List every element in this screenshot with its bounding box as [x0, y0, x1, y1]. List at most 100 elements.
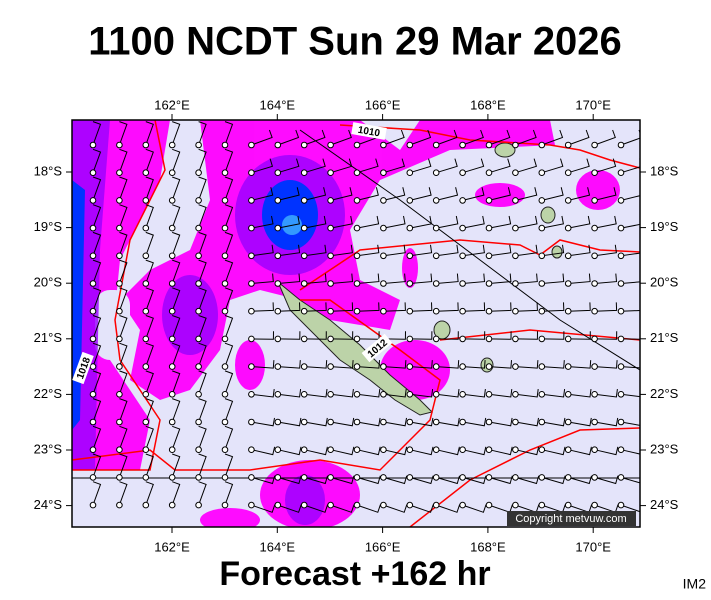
station [512, 252, 519, 260]
wind-barb [304, 475, 328, 485]
station [459, 474, 466, 481]
wind-barb [409, 446, 434, 456]
wind-barb [356, 417, 381, 427]
station [380, 280, 387, 287]
lat-label: 21°S [650, 330, 679, 345]
wind-barb [277, 302, 301, 312]
wind-barb [541, 273, 565, 284]
wind-barb [304, 417, 328, 427]
wind-barb [488, 446, 513, 456]
station [248, 474, 255, 481]
wind-barb [462, 244, 485, 257]
station [380, 307, 387, 315]
wind-barb [277, 417, 302, 427]
wind-barb [145, 287, 154, 312]
station [274, 335, 282, 343]
wind-barb [620, 158, 640, 174]
station [168, 252, 176, 260]
station [459, 446, 466, 454]
station [512, 446, 519, 454]
station [353, 335, 361, 343]
wind-barb [436, 187, 459, 201]
wind-barb [198, 453, 207, 478]
wind-barb [383, 417, 407, 427]
wind-barb [594, 389, 618, 398]
wind-barb [488, 129, 511, 146]
station [380, 224, 387, 232]
station [380, 418, 387, 426]
station [538, 418, 546, 426]
lon-label: 166°E [365, 97, 401, 112]
station [353, 307, 361, 315]
wind-barb [145, 398, 154, 423]
station [485, 391, 493, 398]
station [485, 501, 493, 509]
station [617, 446, 625, 454]
wind-barb [145, 148, 154, 173]
station [485, 141, 493, 149]
station [406, 501, 414, 509]
station [142, 224, 150, 232]
wind-barb [92, 398, 102, 423]
station [221, 197, 229, 204]
wind-barb [277, 158, 300, 174]
wind-barb [92, 453, 102, 478]
wind-barb [251, 417, 275, 427]
station [274, 252, 282, 260]
wind-barb [409, 417, 434, 427]
wind-barb [118, 231, 128, 256]
station [142, 141, 150, 149]
station [327, 197, 334, 204]
station [274, 391, 282, 398]
wind-barb [356, 187, 379, 201]
wind-barb [330, 504, 355, 513]
wind-barb [198, 204, 207, 229]
station [617, 224, 625, 232]
wind-barb [171, 176, 181, 201]
wind-barb [462, 129, 484, 146]
wind-barb [304, 244, 327, 257]
wind-barb [198, 315, 207, 340]
station [617, 280, 625, 287]
wind-barb [171, 259, 181, 284]
title: 1100 NCDT Sun 29 Mar 2026 [88, 20, 622, 64]
wind-barb [488, 273, 512, 284]
station [564, 141, 572, 149]
station [195, 141, 202, 149]
wind-barb [620, 187, 640, 201]
isobar-label-box [72, 351, 94, 385]
wind-barb [620, 252, 640, 257]
wind-barb [145, 453, 154, 478]
wind-barb [224, 481, 234, 506]
station [353, 418, 361, 426]
wind-barb [647, 187, 668, 200]
station [459, 391, 466, 398]
copyright: Copyright metvuw.com [515, 513, 626, 525]
wind-barb [462, 273, 486, 284]
wind-barb [462, 215, 485, 229]
wind-barb [304, 389, 328, 398]
wind-barb [251, 187, 274, 201]
wind-barb [568, 215, 591, 229]
wind-barb [594, 244, 617, 257]
wind-barb [383, 446, 408, 456]
station [300, 363, 308, 370]
station [168, 474, 176, 481]
station [142, 474, 150, 481]
wind-barb [541, 187, 564, 201]
station [248, 501, 255, 509]
station [248, 391, 255, 398]
wind-barb [92, 287, 102, 312]
station [564, 307, 572, 315]
station [221, 501, 229, 509]
wind-barb [304, 187, 327, 201]
wind-barb [409, 187, 432, 201]
wind-barb [541, 129, 564, 146]
lat-label: 23°S [650, 441, 679, 456]
wind-barb [171, 481, 181, 506]
station [89, 418, 97, 426]
station [300, 252, 308, 260]
wind-barb [409, 215, 432, 229]
lat-label: 23°S [34, 441, 63, 456]
wind-barb [515, 360, 539, 369]
